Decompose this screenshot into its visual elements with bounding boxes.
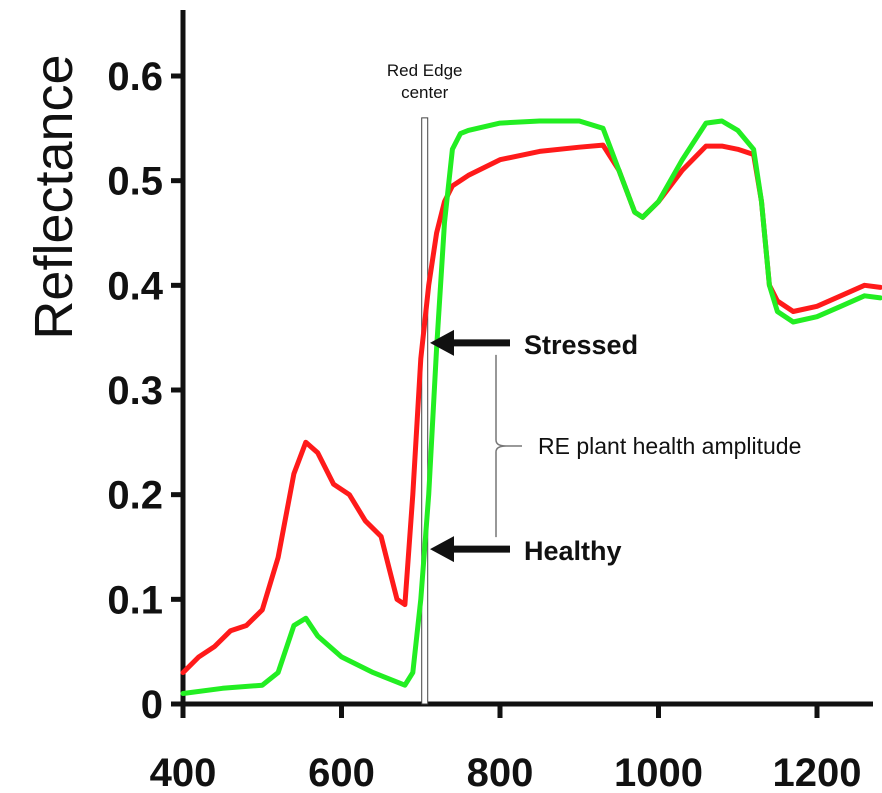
x-tick-label: 1200 bbox=[773, 751, 862, 793]
series-layer bbox=[180, 118, 882, 696]
red-edge-center-line bbox=[421, 117, 429, 705]
amplitude-bracket bbox=[495, 354, 507, 538]
red-edge-center-label: center bbox=[401, 83, 449, 102]
red-edge-center-label: Red Edge bbox=[387, 61, 463, 80]
x-tick-label: 800 bbox=[467, 751, 534, 793]
healthy-reflectance-line bbox=[180, 118, 882, 696]
amplitude-label: RE plant health amplitude bbox=[538, 433, 801, 459]
y-tick-label: 0.4 bbox=[107, 264, 163, 308]
y-tick-label: 0 bbox=[141, 683, 163, 727]
healthy-arrow-head bbox=[430, 536, 454, 563]
x-tick-label: 1000 bbox=[614, 751, 703, 793]
stressed-reflectance-line bbox=[180, 142, 882, 676]
stressed-label: Stressed bbox=[524, 330, 638, 360]
y-tick-label: 0.3 bbox=[107, 369, 163, 413]
y-tick-label: 0.1 bbox=[107, 578, 163, 622]
y-axis-title: Reflectance bbox=[24, 54, 84, 339]
x-tick-label: 600 bbox=[308, 751, 375, 793]
healthy-label: Healthy bbox=[524, 536, 622, 566]
y-tick-label: 0.6 bbox=[107, 55, 163, 99]
x-tick-label: 400 bbox=[150, 751, 217, 793]
annotation-layer: Red Edge center Stressed Healthy RE plant he… bbox=[387, 61, 801, 566]
y-tick-label: 0.5 bbox=[107, 160, 163, 204]
y-tick-label: 0.2 bbox=[107, 474, 163, 518]
axes: 0 0.1 0.2 0.3 0.4 0.5 0.6 400 600 800 1000 1200 bbox=[107, 10, 873, 793]
stressed-arrow-head bbox=[430, 329, 454, 356]
